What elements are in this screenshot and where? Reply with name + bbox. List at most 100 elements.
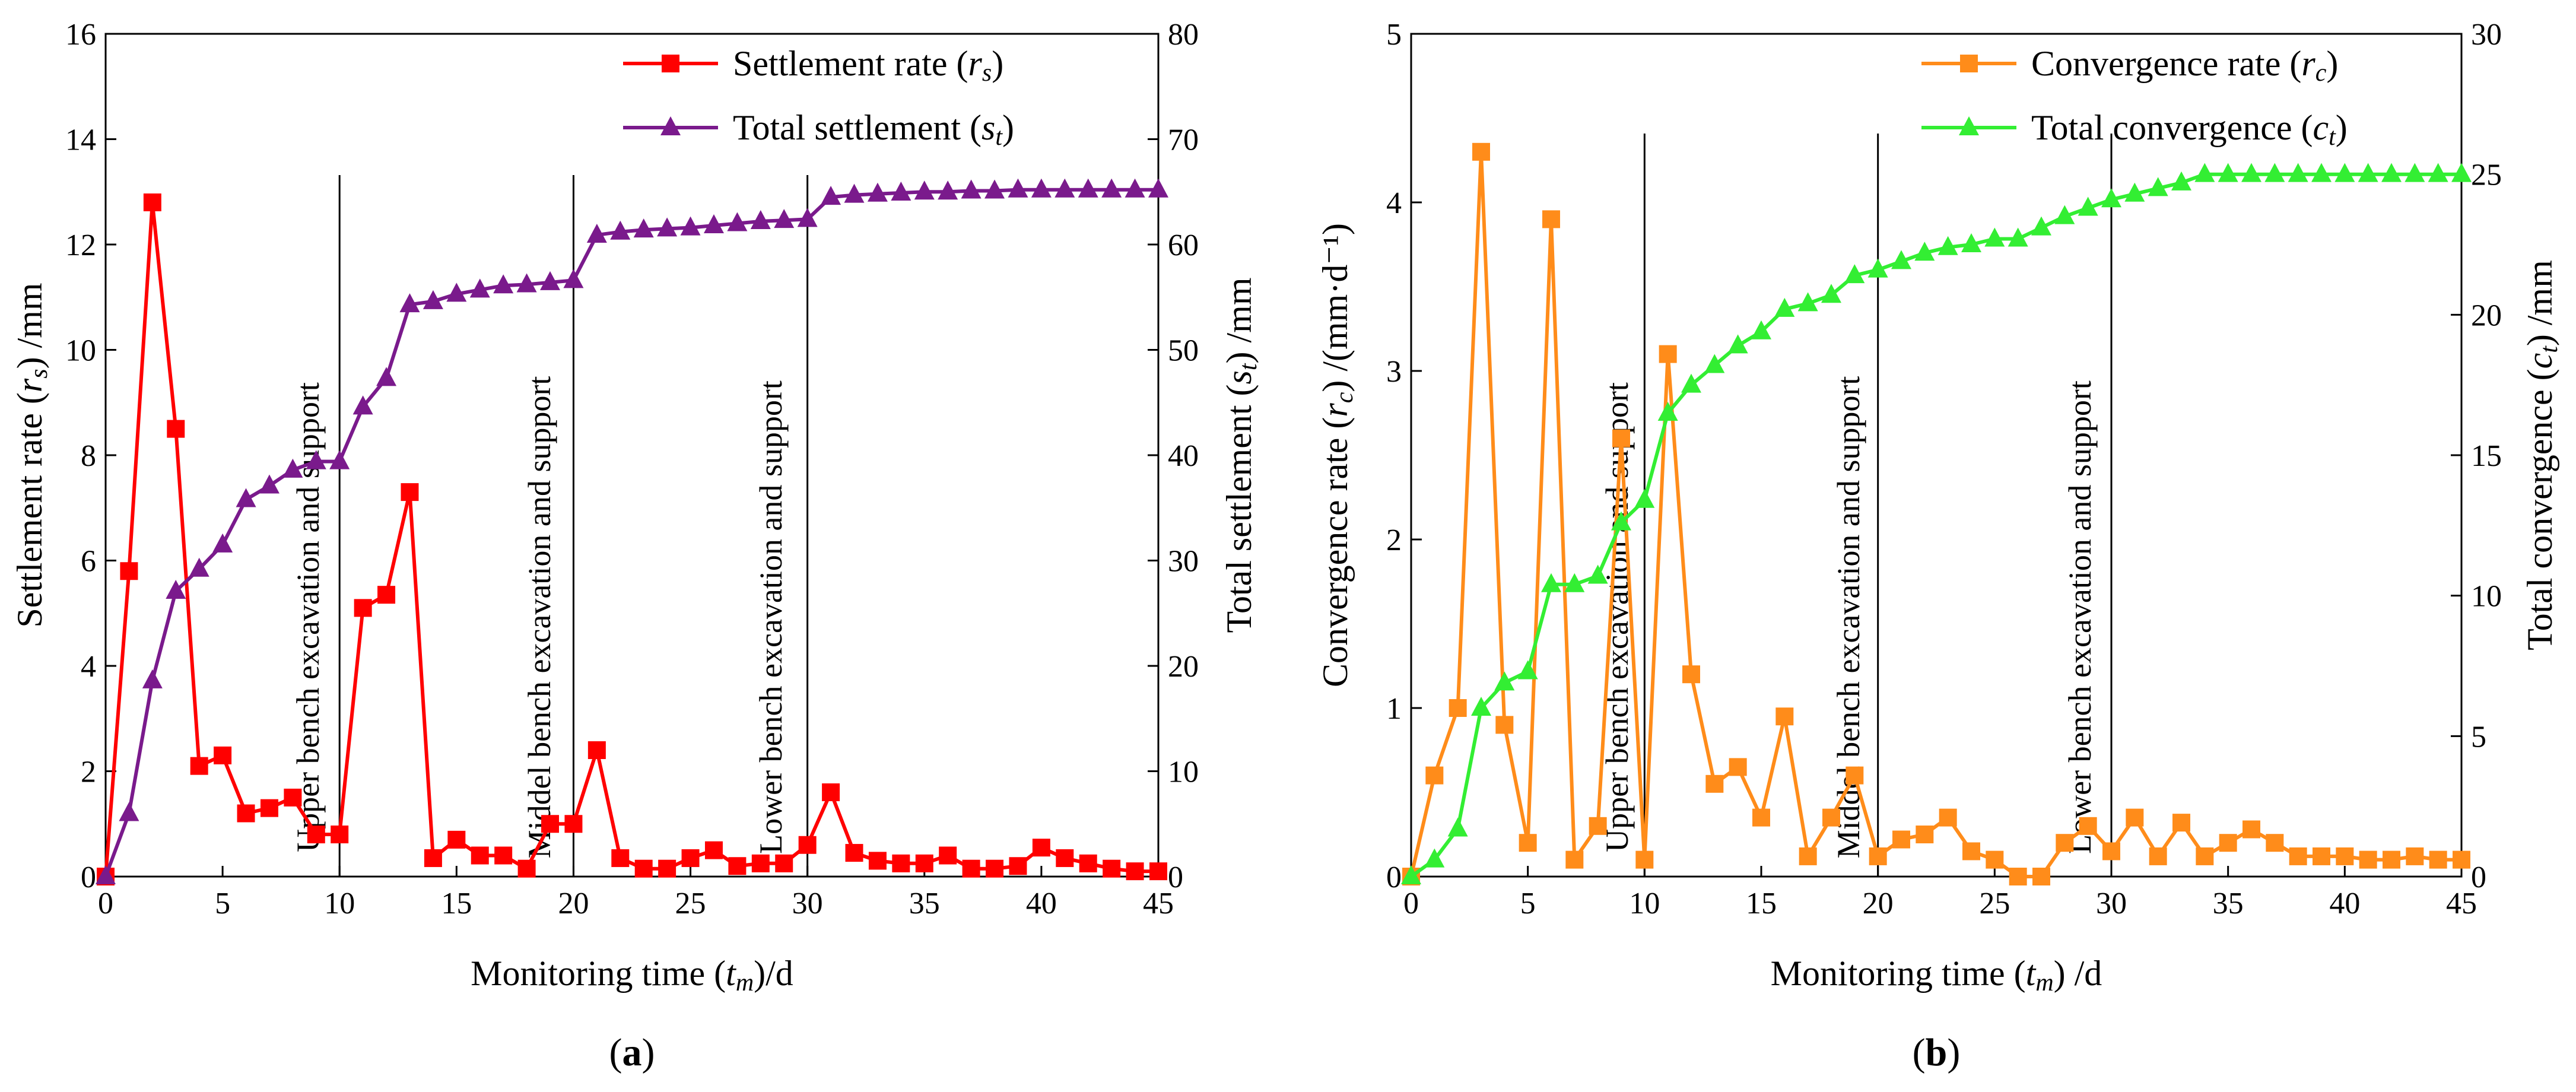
- data-point-square: [2149, 847, 2167, 865]
- data-point-triangle: [1078, 178, 1098, 198]
- data-point-triangle: [1797, 292, 1818, 312]
- y-right-tick-label: 40: [1168, 439, 1199, 473]
- data-point-square: [2219, 834, 2237, 852]
- label-var: t: [2026, 954, 2037, 993]
- x-tick-label: 0: [98, 887, 113, 920]
- y-right-tick-label: 25: [2471, 158, 2502, 192]
- label-sub: t: [2329, 123, 2336, 151]
- data-point-square: [1565, 850, 1584, 869]
- plot-frame: [104, 33, 1160, 878]
- data-point-triangle: [680, 216, 701, 236]
- data-point-triangle: [2194, 163, 2215, 182]
- data-point-triangle: [446, 282, 467, 302]
- data-point-square: [1822, 808, 1840, 827]
- panel-paren: (: [1913, 1031, 1926, 1074]
- data-point-triangle: [633, 218, 654, 238]
- y-left-tick-label: 0: [81, 861, 96, 894]
- x-tick-label: 30: [2096, 887, 2127, 920]
- y-left-tick-label: 0: [1386, 861, 1402, 894]
- legend-marker-triangle: [660, 116, 681, 135]
- data-point-square: [1846, 766, 1864, 785]
- data-point-triangle: [2264, 163, 2285, 182]
- data-point-square: [471, 846, 489, 865]
- data-point-triangle: [1494, 671, 1515, 691]
- data-point-triangle: [2405, 163, 2425, 182]
- data-point-triangle: [1125, 178, 1145, 198]
- data-point-triangle: [2451, 163, 2472, 182]
- label-part: Monitoring time (: [1771, 954, 2026, 993]
- data-point-triangle: [1961, 233, 1981, 252]
- y-left-axis-title: Convergence rate (rc) /(mm·d⁻¹): [1316, 223, 1358, 687]
- x-tick-label: 35: [909, 887, 940, 920]
- label-part: ) /mm: [2520, 260, 2559, 346]
- data-point-triangle: [399, 293, 420, 313]
- data-point-square: [1916, 826, 1934, 843]
- data-point-triangle: [938, 180, 958, 200]
- x-tick-label: 40: [2329, 887, 2360, 920]
- data-point-triangle: [493, 274, 514, 294]
- x-tick-label: 15: [441, 887, 472, 920]
- y-left-tick-label: 2: [81, 755, 96, 789]
- data-point-triangle: [1424, 848, 1445, 868]
- data-point-triangle: [1634, 488, 1655, 508]
- data-point-triangle: [821, 186, 841, 205]
- data-point-triangle: [1891, 250, 1911, 269]
- data-point-triangle: [2358, 163, 2378, 182]
- data-point-triangle: [2008, 227, 2028, 247]
- data-point-square: [704, 841, 723, 859]
- x-tick-label: 40: [1026, 887, 1057, 920]
- data-point-triangle: [1751, 320, 1771, 339]
- data-point-square: [517, 859, 536, 878]
- data-point-square: [681, 849, 700, 867]
- data-point-triangle: [1704, 354, 1725, 373]
- data-point-square: [1495, 716, 1514, 734]
- data-point-triangle: [306, 450, 326, 469]
- y-left-tick-label: 4: [1386, 186, 1402, 220]
- series-square-0: [1402, 142, 2470, 885]
- data-point-square: [214, 746, 232, 764]
- label-part: ): [2336, 108, 2348, 147]
- data-point-triangle: [1447, 817, 1468, 837]
- data-point-square: [1056, 849, 1074, 867]
- label-sub: s: [982, 59, 992, 87]
- data-point-square: [2453, 850, 2470, 869]
- data-point-triangle: [610, 220, 631, 240]
- data-point-triangle: [797, 208, 818, 227]
- label-sub: c: [2315, 59, 2327, 87]
- data-point-square: [331, 826, 349, 843]
- data-point-square: [401, 483, 419, 501]
- data-point-square: [1962, 842, 1980, 861]
- label-var: r: [1316, 403, 1355, 417]
- data-point-triangle: [891, 182, 911, 201]
- y-right-tick-label: 80: [1168, 18, 1199, 52]
- data-point-triangle: [352, 395, 373, 415]
- data-point-triangle: [1681, 373, 1701, 393]
- data-point-triangle: [259, 474, 279, 494]
- y-right-tick-label: 60: [1168, 228, 1199, 262]
- label-var: t: [726, 954, 736, 993]
- panel-letter: a: [622, 1031, 642, 1074]
- data-point-triangle: [1054, 178, 1075, 198]
- data-point-square: [728, 857, 747, 875]
- data-point-square: [1799, 847, 1817, 865]
- x-axis-title: Monitoring time (tm) /d: [1771, 954, 2102, 996]
- data-point-square: [1472, 142, 1490, 161]
- data-point-square: [167, 420, 185, 438]
- x-tick-label: 20: [1863, 887, 1894, 920]
- data-point-triangle: [586, 224, 607, 243]
- data-point-square: [1009, 857, 1027, 875]
- data-point-square: [2336, 847, 2354, 865]
- series-line: [1410, 172, 2461, 878]
- data-point-triangle: [961, 179, 982, 199]
- data-point-square: [2032, 868, 2050, 885]
- data-point-square: [1775, 707, 1794, 726]
- label-part: ) /(mm·d⁻¹): [1316, 223, 1355, 392]
- label-part: )/d: [754, 954, 793, 993]
- data-point-square: [634, 859, 653, 878]
- x-tick-label: 25: [675, 887, 706, 920]
- data-point-triangle: [142, 669, 163, 688]
- y-left-tick-label: 10: [65, 334, 96, 368]
- data-point-square: [1425, 766, 1444, 785]
- label-var: c: [2520, 353, 2559, 369]
- panel-paren: (: [609, 1031, 622, 1074]
